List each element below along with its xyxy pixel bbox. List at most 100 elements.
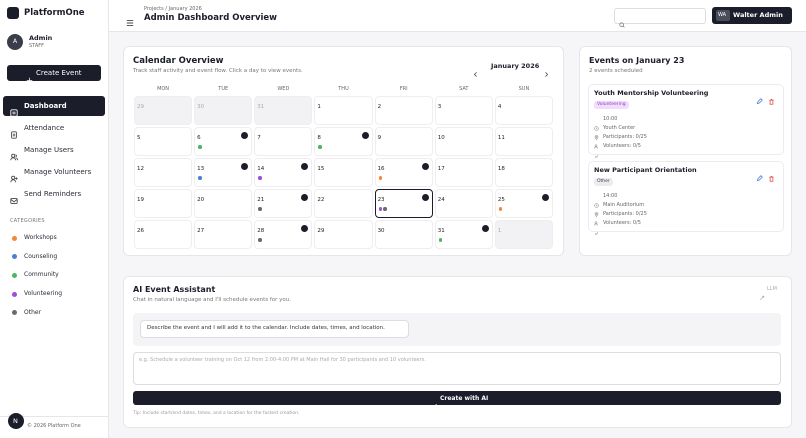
next-month[interactable] (543, 63, 550, 77)
calendar-title: Calendar Overview (133, 56, 224, 66)
event-volunteers: Volunteers: 0/5 (603, 143, 641, 150)
event-dot (378, 176, 383, 180)
event-badge (361, 132, 369, 139)
day-cell[interactable] (374, 96, 433, 125)
brand-logo (7, 7, 19, 19)
menu-button[interactable] (126, 12, 134, 26)
user-initials: WA (718, 12, 727, 18)
day-cell[interactable] (494, 96, 553, 125)
event-dot (378, 207, 383, 211)
day-cell[interactable] (494, 127, 553, 156)
day-number: 17 (437, 166, 445, 172)
event-row-icon (594, 193, 599, 208)
day-number: 29 (317, 228, 325, 234)
category-label: Other (24, 308, 42, 316)
day-cell[interactable] (314, 127, 373, 156)
weekday-label: THU (338, 86, 349, 92)
day-cell[interactable] (494, 220, 553, 249)
day-cell[interactable] (254, 220, 313, 249)
weekday-label: MON (157, 86, 170, 92)
day-cell[interactable] (434, 189, 493, 218)
day-cell[interactable] (314, 189, 373, 218)
day-cell[interactable] (134, 127, 193, 156)
nav-icon (10, 190, 18, 204)
event-title: Youth Mentorship Volunteering (594, 89, 709, 97)
day-cell[interactable] (374, 158, 433, 187)
sidebar-user (7, 34, 23, 50)
user-role: STAFF (29, 43, 45, 49)
day-cell[interactable] (314, 220, 373, 249)
delete-button[interactable] (768, 90, 775, 105)
category-dot (12, 291, 17, 297)
nav-label: Attendance (24, 123, 65, 132)
event-participants: Participants: 0/25 (603, 210, 647, 217)
event-badge (481, 225, 489, 232)
category-dot (12, 254, 17, 260)
category-dot (12, 272, 17, 278)
day-cell[interactable] (194, 127, 253, 156)
day-cell[interactable] (314, 96, 373, 125)
assistant-message (140, 320, 409, 338)
day-cell[interactable] (134, 220, 193, 249)
day-cell[interactable] (134, 158, 193, 187)
day-cell[interactable] (374, 127, 433, 156)
categories-title: CATEGORIES (10, 218, 45, 224)
event-row-icon (594, 202, 599, 218)
brand-name: PlatformOne (24, 8, 85, 18)
day-cell[interactable] (434, 127, 493, 156)
footer-divider (0, 416, 108, 417)
day-number: 29 (137, 104, 144, 110)
weekday-label: SUN (518, 86, 530, 92)
create-event-button[interactable] (7, 65, 101, 81)
day-cell[interactable] (194, 189, 253, 218)
send-icon (430, 395, 438, 411)
day-number: 9 (377, 135, 382, 141)
event-dot (258, 176, 262, 180)
day-cell[interactable] (254, 189, 313, 218)
nav-icon (10, 168, 18, 183)
event-dot (498, 207, 503, 211)
day-cell[interactable] (494, 158, 553, 187)
plus-icon (26, 69, 33, 84)
user-menu[interactable] (712, 7, 792, 24)
day-cell[interactable] (134, 189, 193, 218)
create-ai-button[interactable] (133, 391, 781, 405)
weekday-label: WED (277, 86, 290, 92)
day-number: 2 (377, 104, 382, 110)
day-cell[interactable] (254, 96, 313, 125)
category-dot (12, 235, 17, 241)
day-cell[interactable] (494, 189, 553, 218)
event-card[interactable] (588, 161, 784, 232)
day-cell[interactable] (314, 158, 373, 187)
day-cell[interactable] (194, 220, 253, 249)
day-cell[interactable] (374, 220, 433, 249)
day-cell[interactable] (254, 127, 313, 156)
delete-button[interactable] (768, 167, 775, 182)
event-row-icon (594, 144, 599, 158)
event-badge (241, 132, 249, 139)
search-box[interactable] (614, 8, 706, 24)
day-cell[interactable] (434, 158, 493, 187)
day-cell[interactable] (434, 96, 493, 125)
search-icon (619, 13, 625, 28)
prev-month[interactable] (472, 63, 479, 77)
category-label: Workshops (24, 234, 57, 241)
day-cell[interactable] (254, 158, 313, 187)
event-row-icon (594, 125, 599, 141)
event-location: Main Auditorium (603, 201, 645, 208)
day-number: 28 (257, 228, 265, 234)
day-cell[interactable] (194, 158, 253, 187)
nav-icon (10, 102, 18, 117)
day-cell[interactable] (374, 189, 433, 218)
edit-button[interactable] (756, 167, 763, 182)
edit-button[interactable] (756, 90, 763, 105)
day-cell[interactable] (194, 96, 253, 125)
event-card[interactable] (588, 84, 784, 155)
prompt-input[interactable] (133, 352, 781, 385)
day-cell[interactable] (434, 220, 493, 249)
ai-tip: Tip: Include start/end dates, times, and… (133, 411, 300, 416)
event-tag: Other (594, 178, 613, 186)
footer-text: © 2026 Platform One (27, 423, 81, 429)
day-cell[interactable] (134, 96, 193, 125)
